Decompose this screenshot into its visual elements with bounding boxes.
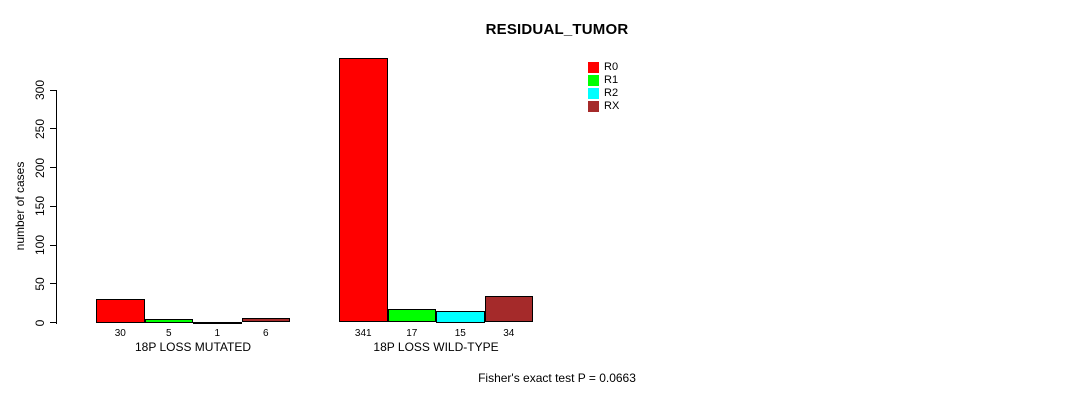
- y-tick: [50, 244, 57, 246]
- bar-value-label: 6: [262, 328, 269, 339]
- legend-label-r1: R1: [604, 74, 619, 86]
- legend-row-r1: R1: [588, 74, 619, 87]
- group-label: 18P LOSS MUTATED: [134, 340, 252, 354]
- y-tick: [50, 89, 57, 91]
- y-tick-label: 50: [33, 277, 47, 291]
- y-tick-label: 100: [33, 234, 47, 256]
- y-tick-label: 0: [33, 319, 47, 326]
- y-tick: [50, 167, 57, 168]
- y-tick-label: 250: [33, 118, 47, 139]
- legend-swatch-rx: [588, 101, 599, 112]
- bar-rx-mutated: [241, 317, 290, 323]
- y-tick: [50, 128, 57, 130]
- bar-r0-mutated: [96, 299, 145, 323]
- legend-swatch-r0: [588, 62, 599, 73]
- bar-r0-wildtype: [339, 58, 388, 323]
- bar-r2-wildtype: [436, 310, 485, 323]
- group-label: 18P LOSS WILD-TYPE: [373, 340, 499, 354]
- bar-value-label: 1: [214, 328, 221, 339]
- legend: R0 R1 R2 RX: [588, 61, 619, 113]
- y-tick: [50, 322, 57, 323]
- bar-value-label: 341: [354, 328, 372, 339]
- bar-r1-mutated: [144, 318, 193, 323]
- chart-title: RESIDUAL_TUMOR: [485, 21, 629, 38]
- legend-label-r0: R0: [604, 61, 619, 73]
- legend-row-rx: RX: [588, 100, 619, 113]
- y-axis-label: number of cases: [13, 161, 27, 251]
- legend-label-rx: RX: [604, 100, 620, 112]
- bar-r1-wildtype: [387, 309, 436, 323]
- legend-row-r2: R2: [588, 87, 619, 100]
- y-tick-label: 150: [33, 196, 47, 217]
- y-axis-line: [56, 90, 57, 324]
- bar-r2-mutated: [193, 321, 242, 324]
- legend-swatch-r1: [588, 75, 599, 86]
- legend-label-r2: R2: [604, 87, 619, 99]
- bar-value-label: 34: [503, 328, 515, 339]
- legend-row-r0: R0: [588, 61, 619, 74]
- y-tick: [50, 283, 57, 285]
- legend-swatch-r2: [588, 88, 599, 99]
- bar-value-label: 17: [406, 328, 418, 339]
- bar-rx-wildtype: [484, 296, 533, 323]
- fisher-test-annotation: Fisher's exact test P = 0.0663: [478, 371, 636, 385]
- bar-value-label: 30: [114, 328, 126, 339]
- y-tick-label: 200: [33, 157, 47, 178]
- bar-value-label: 15: [454, 328, 466, 339]
- y-tick: [50, 205, 57, 207]
- y-tick-label: 300: [33, 79, 47, 101]
- bar-value-label: 5: [165, 328, 172, 339]
